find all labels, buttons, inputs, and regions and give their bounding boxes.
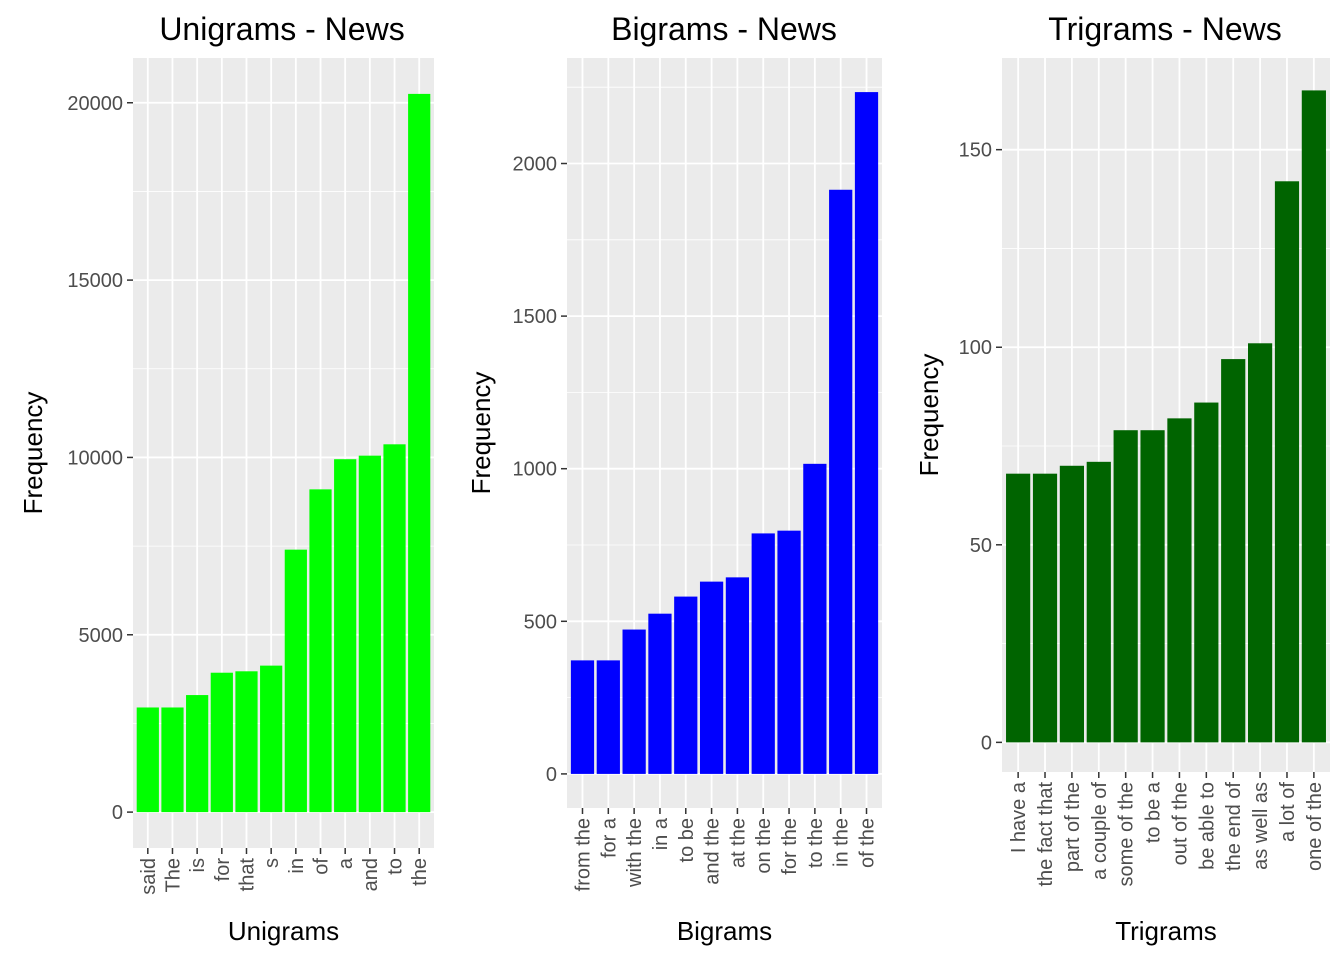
bigrams-y-axis-title: Frequency xyxy=(466,372,496,495)
unigrams-x-tick-label: of xyxy=(311,858,333,875)
bigrams-x-tick-label: in a xyxy=(650,817,672,850)
trigrams-panel: 0 50 100 150 I have a the fact that part of th… xyxy=(914,11,1330,946)
unigrams-y-tick-label: 0 xyxy=(112,802,123,824)
trigrams-x-tick-label: the fact that xyxy=(1035,782,1057,887)
bigrams-x-tick-label: from the xyxy=(572,818,594,891)
bigrams-y-tick-label: 1000 xyxy=(513,459,558,481)
trigrams-x-tick-label: as well as xyxy=(1250,782,1272,870)
bigrams-bar-from-the xyxy=(570,660,595,774)
bigrams-y-tick-label: 0 xyxy=(546,764,557,786)
bigrams-bar-for-a xyxy=(596,660,620,774)
bigrams-bar-on-the xyxy=(751,533,775,774)
unigrams-bar-and xyxy=(358,455,381,813)
unigrams-bar-that xyxy=(235,671,258,813)
unigrams-x-tick-label: s xyxy=(261,858,283,868)
unigrams-x-tick-label: said xyxy=(138,858,160,895)
unigrams-x-axis-title: Unigrams xyxy=(228,916,339,946)
bigrams-bar-and-the xyxy=(699,581,724,774)
unigrams-x-tick-label: is xyxy=(187,858,209,872)
unigrams-bar-said xyxy=(136,707,159,813)
trigrams-x-tick-label: out of the xyxy=(1169,782,1191,865)
unigrams-x-tick-label: for xyxy=(212,858,234,882)
bigrams-y-tick-label: 2000 xyxy=(513,154,558,176)
trigrams-bar-be-able-to xyxy=(1194,402,1219,743)
bigrams-x-tick-label: with the xyxy=(624,818,646,888)
unigrams-x-tick-label: and xyxy=(360,858,382,891)
bigrams-x-tick-label: for the xyxy=(779,818,801,875)
unigrams-y-tick-label: 5000 xyxy=(79,625,124,647)
trigrams-x-tick-label: some of the xyxy=(1116,782,1138,887)
trigrams-x-tick-label: I have a xyxy=(1008,781,1030,853)
unigrams-x-tick-label: that xyxy=(236,858,258,892)
trigrams-bar-the-fact-that xyxy=(1032,473,1058,743)
trigrams-bar-one-of-the xyxy=(1301,90,1326,743)
trigrams-x-axis-title: Trigrams xyxy=(1115,916,1217,946)
unigrams-bar-in xyxy=(284,549,307,813)
unigrams-bar-to xyxy=(383,444,406,813)
unigrams-y-tick-label: 10000 xyxy=(67,447,123,469)
trigrams-y-tick-label: 0 xyxy=(981,732,992,754)
bigrams-bar-to-the xyxy=(803,463,827,774)
unigrams-bar-the xyxy=(408,93,431,813)
unigrams-bar-s xyxy=(260,665,283,813)
trigrams-bar-a-lot-of xyxy=(1274,181,1300,743)
trigrams-bar-i-have-a xyxy=(1006,473,1031,743)
bigrams-bar-of-the xyxy=(854,92,879,774)
unigrams-x-tick-label: the xyxy=(409,858,431,886)
trigrams-y-tick-label: 100 xyxy=(959,337,992,359)
trigrams-y-axis-title: Frequency xyxy=(914,354,944,477)
bigrams-x-tick-label: in the xyxy=(831,818,853,867)
trigrams-x-tick-label: one of the xyxy=(1304,782,1326,871)
bigrams-x-tick-label: of the xyxy=(857,818,879,868)
bigrams-x-tick-label: for a xyxy=(598,817,620,858)
unigrams-bar-for xyxy=(210,672,233,813)
trigrams-bar-part-of-the xyxy=(1059,465,1084,743)
trigrams-bar-as-well-as xyxy=(1248,343,1273,743)
trigrams-y-tick-label: 150 xyxy=(959,140,992,162)
trigrams-x-tick-label: be able to xyxy=(1196,782,1218,870)
trigrams-x-tick-label: a lot of xyxy=(1277,782,1299,842)
trigrams-bar-to-be-a xyxy=(1140,430,1165,743)
bigrams-chart-title: Bigrams - News xyxy=(611,11,837,47)
trigrams-x-tick-label: to be a xyxy=(1143,781,1165,843)
trigrams-chart-title: Trigrams - News xyxy=(1048,11,1281,47)
bigrams-x-tick-label: to be xyxy=(676,818,698,862)
bigrams-bar-in-a xyxy=(648,613,672,774)
unigrams-chart-title: Unigrams - News xyxy=(159,11,404,47)
bigrams-y-tick-label: 1500 xyxy=(513,306,558,328)
bigrams-bar-to-be xyxy=(674,596,698,774)
bigrams-x-tick-label: and the xyxy=(702,818,724,885)
bigrams-bar-for-the xyxy=(777,530,801,774)
unigrams-bar-the xyxy=(161,707,184,813)
unigrams-bar-is xyxy=(186,695,209,813)
trigrams-bar-a-couple-of xyxy=(1086,461,1111,743)
bigrams-x-axis-title: Bigrams xyxy=(677,916,772,946)
trigrams-bar-out-of-the xyxy=(1167,418,1192,743)
unigrams-x-tick-label: The xyxy=(162,858,184,892)
trigrams-x-tick-label: part of the xyxy=(1062,782,1084,872)
bigrams-y-tick-label: 500 xyxy=(524,611,557,633)
bigrams-x-tick-label: at the xyxy=(727,818,749,868)
unigrams-y-tick-label: 15000 xyxy=(67,270,123,292)
unigrams-bar-of xyxy=(309,489,332,813)
bigrams-bar-with-the xyxy=(622,629,646,774)
trigrams-y-tick-label: 50 xyxy=(970,535,992,557)
bigrams-bar-at-the xyxy=(725,577,750,774)
unigrams-panel: 0 5000 10000 15000 20000 said The is for that s in o… xyxy=(18,11,434,946)
trigrams-x-tick-label: the end of xyxy=(1223,782,1245,871)
unigrams-bar-a xyxy=(334,459,357,813)
unigrams-x-tick-label: in xyxy=(286,858,308,874)
unigrams-x-tick-label: a xyxy=(335,857,357,869)
trigrams-bar-the-end-of xyxy=(1221,359,1246,743)
trigrams-bar-some-of-the xyxy=(1113,430,1138,743)
unigrams-y-axis-title: Frequency xyxy=(18,392,48,515)
unigrams-x-tick-label: to xyxy=(385,858,407,875)
unigrams-y-tick-label: 20000 xyxy=(67,93,123,115)
bigrams-x-tick-label: to the xyxy=(805,818,827,868)
bigrams-bar-in-the xyxy=(829,189,853,774)
trigrams-x-tick-label: a couple of xyxy=(1089,782,1111,880)
bigrams-x-tick-label: on the xyxy=(753,818,775,874)
